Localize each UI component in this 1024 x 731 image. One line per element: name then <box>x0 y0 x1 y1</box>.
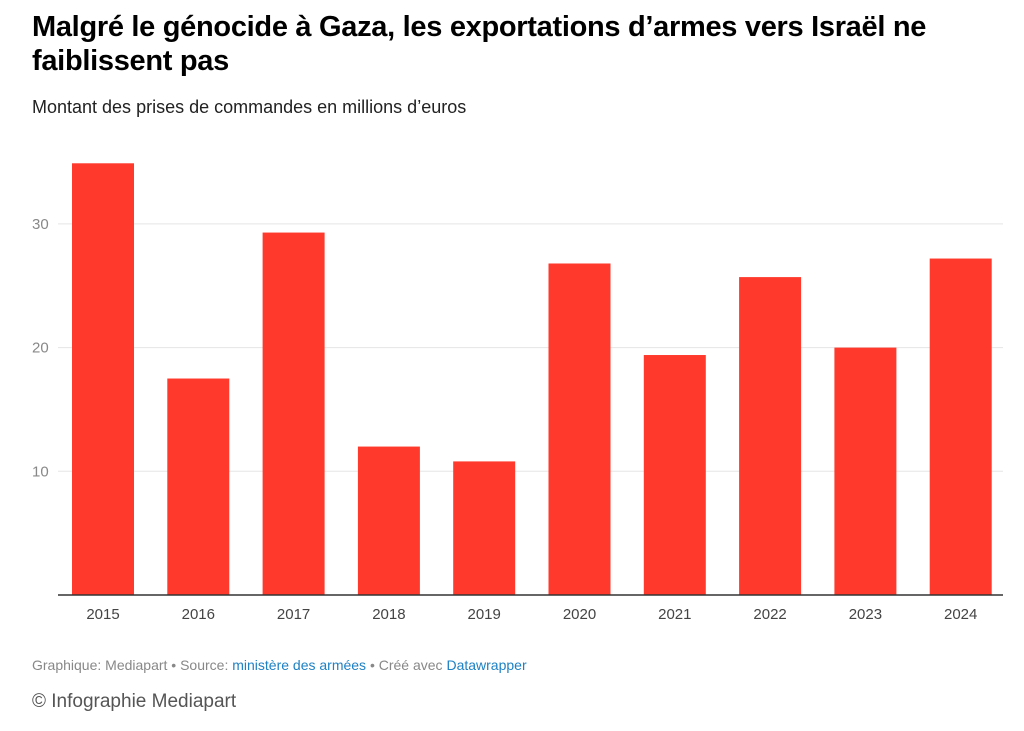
bar-chart: 10 20 30 2015 2016 2017 2018 2019 2020 2021 2022 20… <box>32 163 1003 623</box>
bar-2020 <box>548 263 611 595</box>
y-tick-label: 10 <box>32 463 49 480</box>
source-link[interactable]: ministère des armées <box>232 657 367 673</box>
bar-2024 <box>929 258 992 595</box>
bar-2021 <box>643 355 706 595</box>
chart-footer: Graphique: Mediapart • Source: ministère… <box>32 657 527 673</box>
footer-middle: • Créé avec <box>366 657 447 673</box>
x-tick-label: 2024 <box>944 606 977 623</box>
x-tick-label: 2020 <box>563 606 596 623</box>
x-tick-label: 2019 <box>468 606 501 623</box>
y-tick-label: 20 <box>32 340 49 357</box>
bar-2023 <box>834 347 897 595</box>
x-tick-label: 2022 <box>753 606 786 623</box>
x-tick-label: 2016 <box>182 606 215 623</box>
chart-title: Malgré le génocide à Gaza, les exportati… <box>32 11 927 77</box>
credit: © Infographie Mediapart <box>32 691 237 712</box>
bar-2016 <box>167 378 230 595</box>
bar-2017 <box>262 232 325 595</box>
x-tick-label: 2018 <box>372 606 405 623</box>
bar-2015 <box>72 163 134 596</box>
footer-prefix: Graphique: Mediapart • Source: <box>32 657 233 673</box>
chart-subtitle: Montant des prises de commandes en milli… <box>32 97 467 117</box>
x-tick-label: 2015 <box>86 606 119 623</box>
bar-2019 <box>453 461 516 595</box>
bar-2022 <box>739 277 802 595</box>
x-tick-label: 2023 <box>849 606 882 623</box>
y-tick-label: 30 <box>32 216 49 233</box>
x-tick-label: 2021 <box>658 606 691 623</box>
x-tick-label: 2017 <box>277 606 310 623</box>
bar-2018 <box>357 446 420 595</box>
datawrapper-link[interactable]: Datawrapper <box>446 657 527 673</box>
